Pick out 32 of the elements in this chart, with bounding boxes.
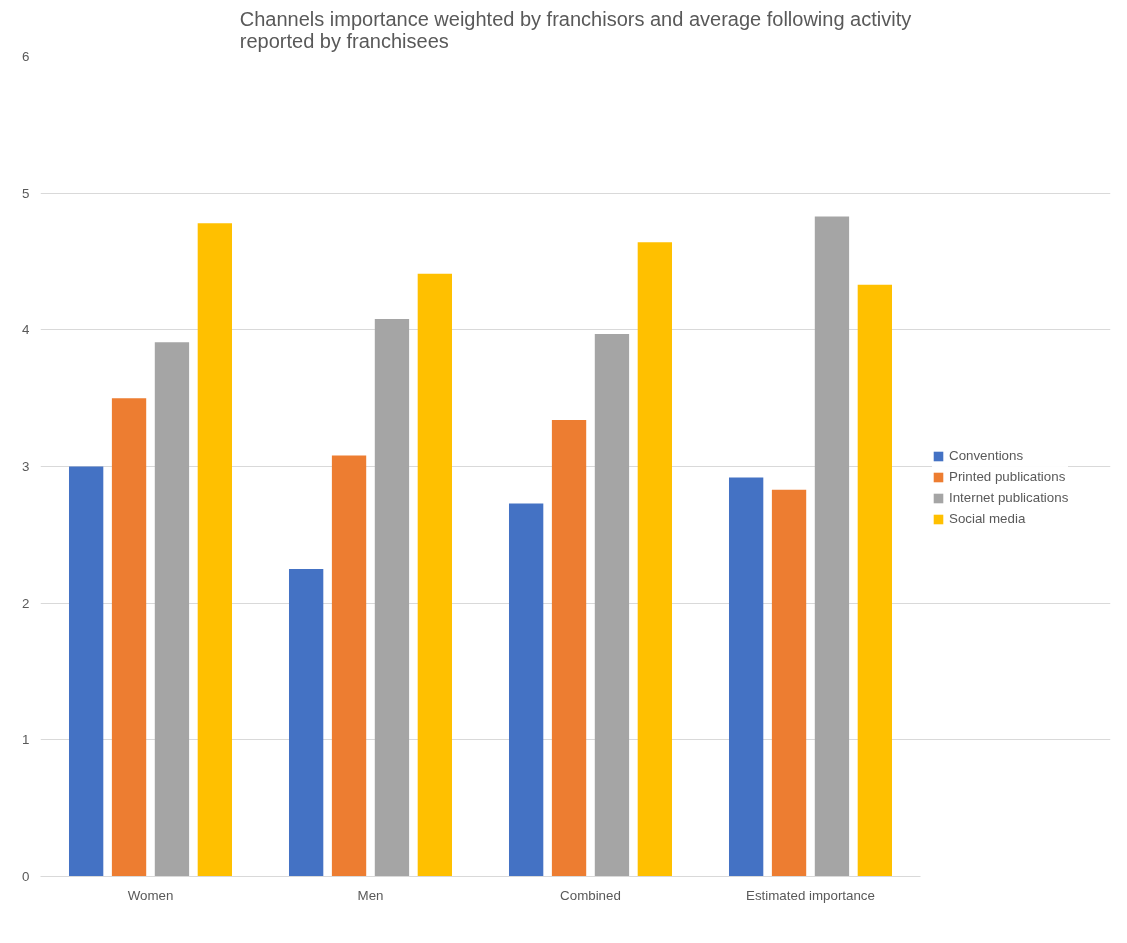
bar — [771, 489, 807, 877]
bar — [288, 569, 324, 877]
bar — [508, 503, 544, 877]
bar — [814, 216, 850, 877]
x-tick-label: Estimated importance — [746, 887, 875, 903]
bar — [111, 398, 147, 877]
legend-label: Printed publications — [949, 469, 1066, 484]
bar — [594, 333, 630, 877]
legend-label: Internet publications — [949, 490, 1069, 505]
x-tick-label: Combined — [560, 887, 621, 903]
bar — [857, 284, 893, 877]
bar — [417, 273, 453, 877]
bar — [728, 477, 764, 877]
bar — [551, 420, 587, 877]
legend-label: Conventions — [949, 448, 1024, 463]
bar — [374, 318, 410, 877]
legend-label: Social media — [949, 511, 1026, 526]
y-tick-label: 0 — [22, 869, 30, 884]
y-tick-label: 6 — [22, 49, 30, 64]
bar — [68, 466, 104, 877]
y-tick-label: 1 — [22, 732, 30, 748]
y-tick-label: 3 — [22, 459, 30, 474]
y-tick-label: 5 — [22, 185, 30, 201]
chart-title: Channels importance weighted by franchisors and average following activity reported by franchisees — [239, 7, 912, 52]
bar — [637, 242, 673, 877]
bar — [154, 342, 190, 877]
bar — [197, 223, 233, 877]
y-tick-label: 2 — [22, 595, 30, 611]
y-tick-label: 4 — [22, 322, 31, 338]
x-tick-label: Women — [127, 887, 174, 903]
x-tick-label: Men — [357, 887, 384, 903]
bar — [331, 455, 367, 877]
